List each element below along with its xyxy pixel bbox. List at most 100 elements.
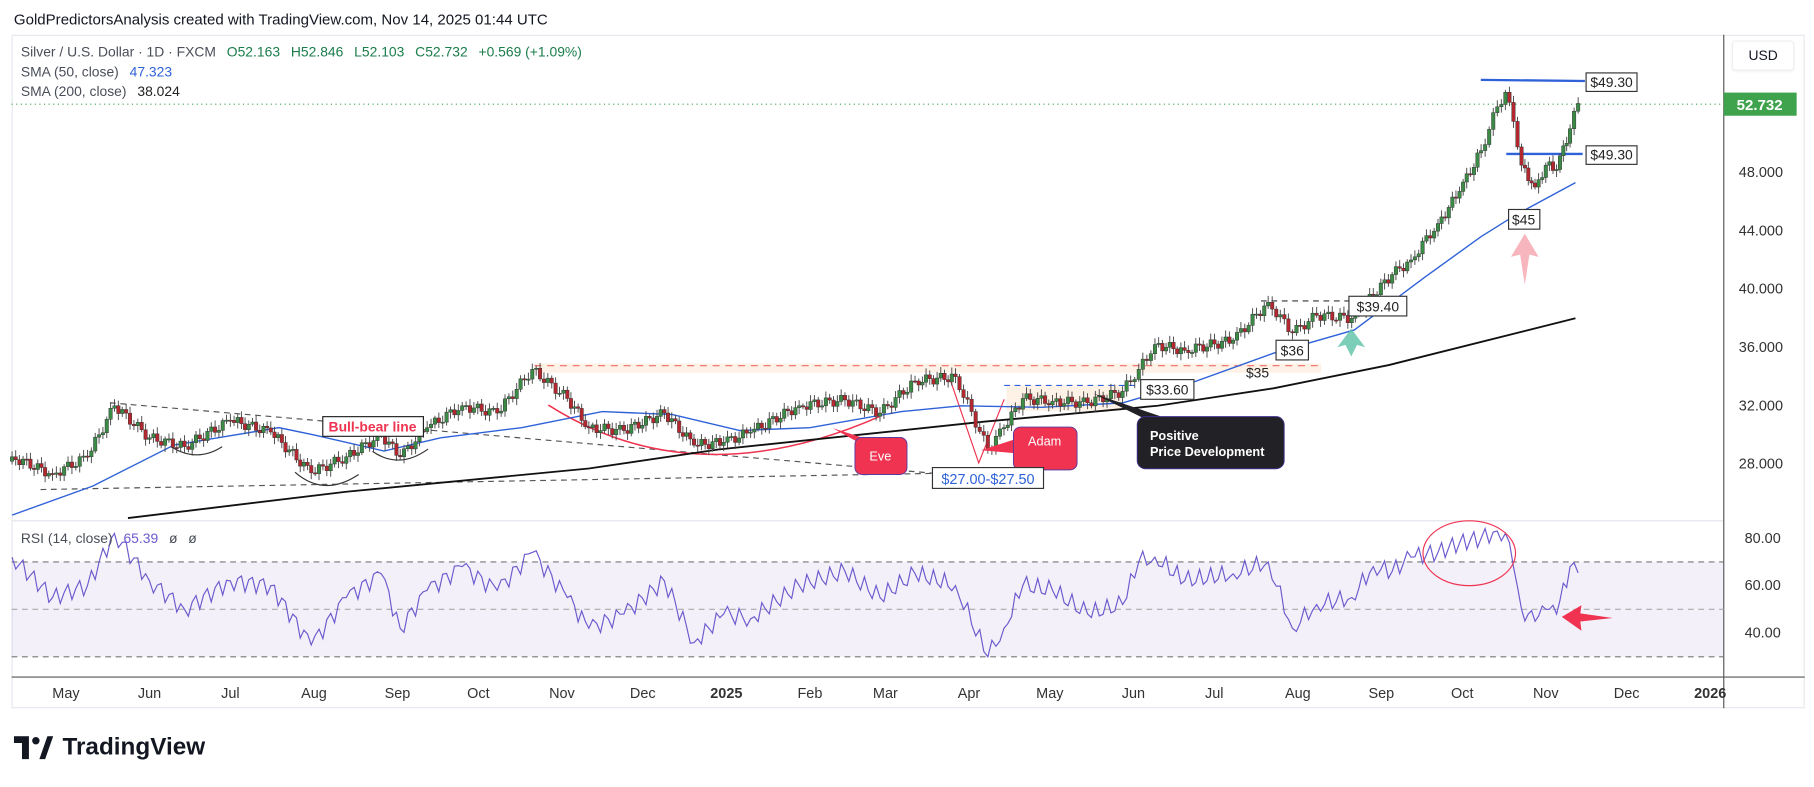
- candle-body: [1428, 235, 1433, 239]
- attribution-text: GoldPredictorsAnalysis created with Trad…: [13, 10, 548, 28]
- candle-body: [32, 468, 37, 470]
- candle-body: [1318, 315, 1323, 321]
- candle-body: [1182, 347, 1187, 351]
- candle-body: [1032, 399, 1036, 405]
- symbol-name[interactable]: Silver / U.S. Dollar · 1D · FXCM: [20, 43, 216, 61]
- candle-body: [143, 429, 148, 440]
- candle-body: [785, 408, 790, 411]
- candle-body: [1378, 282, 1383, 295]
- legend-sma200-row[interactable]: SMA (200, close) 38.024: [21, 83, 180, 99]
- candle-body: [151, 433, 156, 439]
- level-49-30-top-label[interactable]: $49.30: [1585, 72, 1638, 93]
- candle-body: [1250, 313, 1255, 326]
- currency-button[interactable]: USD: [1731, 40, 1795, 71]
- candle-body: [1028, 393, 1033, 400]
- candle-body: [69, 461, 74, 468]
- candle-body: [1212, 339, 1217, 345]
- time-tick-label: Jun: [138, 686, 161, 702]
- candle-body: [1160, 343, 1165, 352]
- legend-sma50-row[interactable]: SMA (50, close) 47.323: [21, 64, 172, 80]
- candle-body: [688, 432, 693, 440]
- candle-body: [1246, 325, 1251, 333]
- candle-body: [1081, 397, 1086, 402]
- candle-body: [1286, 318, 1291, 332]
- candle-body: [842, 395, 847, 401]
- legend-rsi-row[interactable]: RSI (14, close) 65.39 ø ø: [21, 530, 197, 546]
- candle-body: [1043, 395, 1048, 404]
- candle-body: [721, 441, 726, 446]
- level-49-30-mid-label[interactable]: $49.30: [1585, 145, 1638, 165]
- candle-body: [159, 441, 164, 446]
- time-tick-label: 2025: [710, 686, 742, 702]
- candle-body: [1338, 312, 1343, 321]
- level-39-40-text: $39.40: [1357, 298, 1400, 314]
- candle-body: [1568, 128, 1573, 144]
- level-45-label[interactable]: $45: [1508, 208, 1541, 230]
- candle-body: [1171, 342, 1176, 350]
- bull-bear-label[interactable]: Bull-bear line: [322, 416, 425, 437]
- candle-body: [568, 398, 573, 409]
- candle-body: [1468, 173, 1473, 176]
- candle-body: [46, 473, 51, 477]
- candle-body: [1334, 319, 1339, 322]
- level-33-60-label[interactable]: $33.60: [1140, 379, 1195, 400]
- candle-body: [1526, 167, 1531, 181]
- candle-body: [170, 438, 175, 448]
- candle-body: [1270, 301, 1275, 310]
- candle-body: [759, 422, 764, 429]
- price-tick-label: 32.000: [1739, 398, 1783, 414]
- candle-body: [320, 464, 325, 467]
- candle-body: [276, 434, 281, 438]
- time-tick-label: Apr: [958, 686, 981, 702]
- candle-body: [789, 410, 794, 416]
- time-tick-label: Nov: [1533, 686, 1559, 702]
- time-tick-label: 2026: [1694, 686, 1726, 702]
- candle-body: [924, 374, 929, 383]
- candle-body: [658, 409, 663, 417]
- tradingview-logo[interactable]: TradingView: [13, 734, 205, 762]
- open-value: O52.163: [226, 43, 281, 61]
- candle-body: [703, 439, 708, 445]
- positive-price-callout[interactable]: Positive Price Development: [1093, 393, 1285, 470]
- candle-body: [935, 377, 940, 385]
- candle-body: [1050, 401, 1055, 406]
- candle-body: [692, 438, 696, 446]
- sma50-label: SMA (50, close): [20, 63, 119, 80]
- time-tick-label: Nov: [549, 686, 575, 702]
- candle-body: [756, 422, 761, 430]
- resistance-zone: [534, 363, 1322, 373]
- candle-body: [1223, 336, 1228, 342]
- level-49-30-top-line: [1480, 78, 1585, 83]
- candle-body: [1450, 196, 1455, 208]
- candle-body: [905, 391, 910, 395]
- range-27-label[interactable]: $27.00-$27.50: [931, 466, 1045, 489]
- candle-body: [239, 417, 244, 424]
- candle-body: [1326, 311, 1331, 314]
- candle-body: [1005, 424, 1010, 428]
- candle-body: [355, 452, 360, 456]
- candle-body: [1416, 253, 1421, 258]
- candle-body: [916, 380, 921, 386]
- candle-body: [1554, 169, 1559, 171]
- candle-body: [629, 424, 634, 434]
- candle-body: [576, 406, 581, 409]
- level-39-40-label[interactable]: $39.40: [1348, 295, 1408, 317]
- candle-body: [1136, 369, 1141, 380]
- adam-callout[interactable]: Adam: [981, 426, 1078, 471]
- time-tick-label: Aug: [1285, 686, 1311, 702]
- candle-body: [506, 396, 511, 400]
- close-value: C52.732: [415, 43, 468, 61]
- candle-body: [583, 420, 588, 428]
- level-36-label[interactable]: $36: [1275, 339, 1310, 361]
- candle-body: [1487, 129, 1492, 145]
- time-tick-label: Sep: [385, 686, 411, 702]
- candle-body: [483, 411, 488, 416]
- candle-body: [774, 416, 779, 423]
- eve-callout[interactable]: Eve: [832, 428, 908, 475]
- candle-body: [1461, 181, 1466, 192]
- chart-frame: [11, 34, 1805, 709]
- candle-body: [850, 400, 855, 407]
- tradingview-logo-icon: [13, 736, 54, 760]
